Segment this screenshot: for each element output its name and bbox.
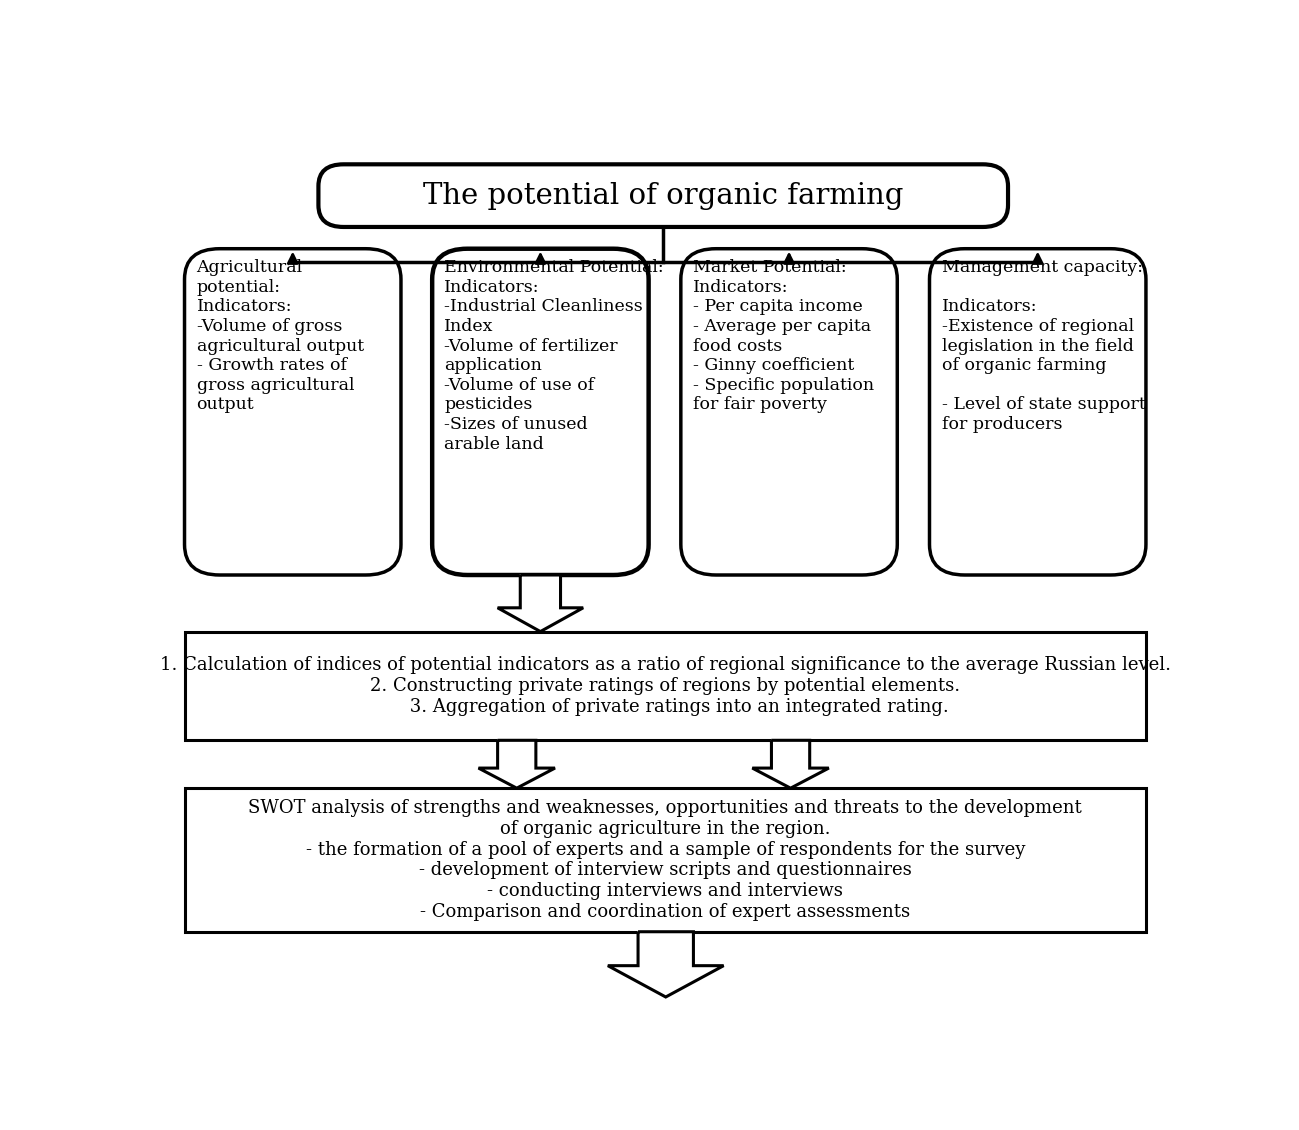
FancyBboxPatch shape: [184, 249, 401, 575]
Text: The potential of organic farming: The potential of organic farming: [423, 182, 903, 210]
Text: Market Potential:
Indicators:
- Per capita income
- Average per capita
food cost: Market Potential: Indicators: - Per capi…: [692, 259, 874, 414]
Bar: [184, 789, 1146, 932]
FancyBboxPatch shape: [318, 164, 1008, 227]
Text: Management capacity:

Indicators:
-Existence of regional
legislation in the fiel: Management capacity: Indicators: -Existe…: [942, 259, 1146, 433]
Text: Environmental Potential:
Indicators:
-Industrial Cleanliness
Index
-Volume of fe: Environmental Potential: Indicators: -In…: [444, 259, 664, 452]
Bar: [184, 632, 1146, 740]
Polygon shape: [498, 575, 583, 632]
Polygon shape: [608, 932, 724, 997]
Polygon shape: [478, 740, 555, 789]
FancyBboxPatch shape: [930, 249, 1146, 575]
Polygon shape: [752, 740, 829, 789]
Text: Agricultural
potential:
Indicators:
-Volume of gross
agricultural output
- Growt: Agricultural potential: Indicators: -Vol…: [196, 259, 364, 414]
Text: 1. Calculation of indices of potential indicators as a ratio of regional signifi: 1. Calculation of indices of potential i…: [160, 657, 1170, 715]
FancyBboxPatch shape: [433, 249, 648, 575]
FancyBboxPatch shape: [681, 249, 898, 575]
Text: SWOT analysis of strengths and weaknesses, opportunities and threats to the deve: SWOT analysis of strengths and weaknesse…: [248, 799, 1082, 921]
